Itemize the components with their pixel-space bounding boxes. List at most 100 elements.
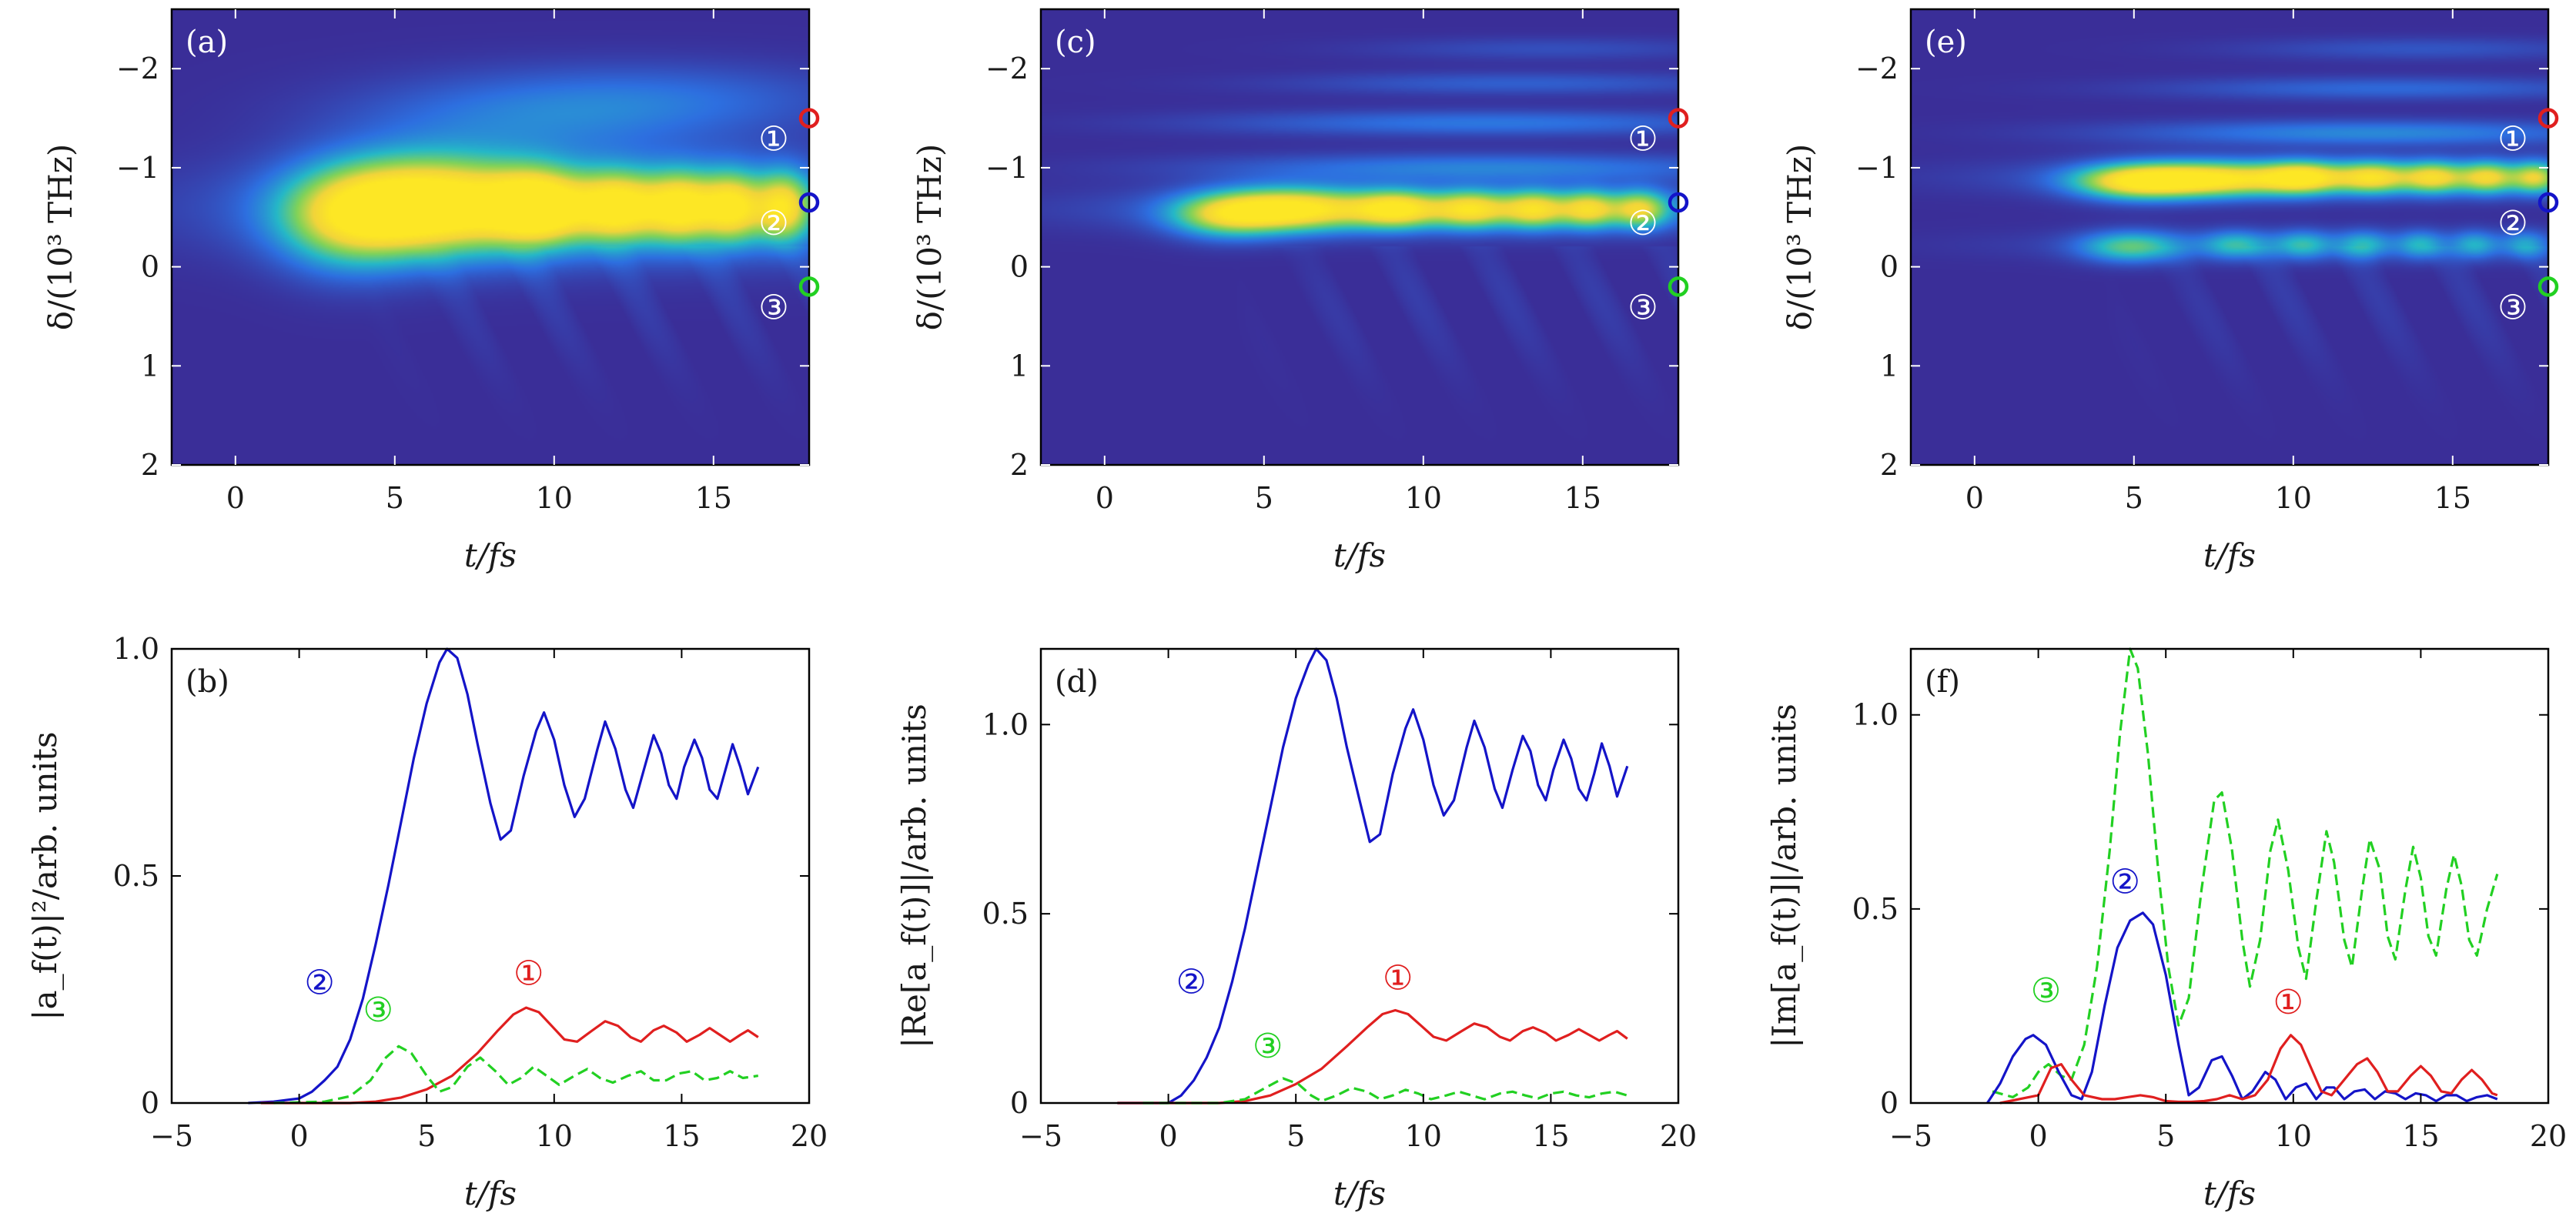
x-tick-label: 5 [2156, 1119, 2175, 1153]
x-tick-label: 0 [1159, 1119, 1178, 1153]
x-tick-label: 0 [226, 481, 245, 515]
x-tick-label: 20 [791, 1119, 828, 1153]
marker-circle [2538, 192, 2559, 213]
x-tick-label: 10 [2275, 481, 2312, 515]
marker-circle [798, 108, 820, 129]
line-panel-f: t/fs |Im[a_f(t)]|/arb. units ③②①−5 0 5 10 15… [1765, 647, 2567, 1212]
series-line [1117, 647, 1629, 1105]
y-tick-label: −1 [985, 151, 1029, 185]
plot-frame [1909, 647, 2550, 1105]
xlabel: t/fs [2203, 1175, 2256, 1212]
marker-label: ② [2497, 204, 2527, 243]
series-line [1986, 911, 2498, 1104]
marker-label: ③ [758, 288, 788, 327]
x-tick-label: 15 [663, 1119, 700, 1153]
y-tick-label: 0 [1010, 250, 1029, 284]
y-tick-label: 0.5 [1852, 892, 1899, 926]
y-tick-label: 0 [1880, 250, 1899, 284]
ylabel: δ/(10³ THz) [1781, 144, 1818, 331]
plot-frame [1039, 8, 1680, 466]
series-line [1999, 1034, 2498, 1105]
x-tick-label: 15 [1532, 1119, 1569, 1153]
series-label: ③ [2031, 971, 2061, 1011]
series-label: ③ [1253, 1027, 1283, 1066]
x-tick-label: 10 [1405, 481, 1442, 515]
heatmap-panel-c: t/fs δ/(10³ THz) 0 5 10 15 −2 −1 0 1 2 ① ② ③ (c) [911, 8, 1689, 574]
x-tick-label: 10 [2275, 1119, 2312, 1153]
y-tick-label: 0 [141, 250, 159, 284]
marker-label: ① [1628, 120, 1658, 159]
plot-frame [1909, 8, 2550, 466]
y-tick-label: 0.5 [982, 897, 1029, 931]
marker-label: ① [758, 120, 788, 159]
series-label: ① [1383, 959, 1413, 998]
heatmap-image [1911, 9, 2548, 465]
marker-label: ③ [1628, 288, 1658, 327]
plot-background [172, 649, 809, 1103]
panel-label: (a) [186, 25, 228, 60]
series-line [248, 647, 760, 1105]
y-tick-label: 2 [141, 448, 159, 482]
x-tick-label: −5 [1889, 1119, 1932, 1153]
panel-label: (d) [1055, 664, 1099, 700]
y-tick-label: 0 [1010, 1086, 1029, 1120]
series-label: ① [514, 954, 544, 994]
series-line [260, 1006, 759, 1105]
series-line [1117, 1008, 1628, 1105]
series-label: ② [1176, 962, 1206, 1001]
y-tick-label: 1.0 [113, 632, 159, 666]
y-tick-label: −1 [116, 151, 159, 185]
ylabel: |Im[a_f(t)]|/arb. units [1765, 704, 1803, 1048]
x-tick-label: 20 [2530, 1119, 2567, 1153]
plot-frame [1039, 647, 1680, 1105]
y-tick-label: 2 [1010, 448, 1029, 482]
marker-circle [2538, 276, 2559, 297]
x-tick-label: 0 [1965, 481, 1984, 515]
x-tick-label: 15 [1564, 481, 1601, 515]
x-tick-label: 15 [2434, 481, 2471, 515]
plot-background [1041, 649, 1678, 1103]
ylabel: δ/(10³ THz) [42, 144, 79, 331]
y-tick-label: 2 [1880, 448, 1899, 482]
y-tick-label: −2 [985, 52, 1029, 85]
x-tick-label: 0 [2029, 1119, 2048, 1153]
series-label: ② [2109, 863, 2139, 902]
x-tick-label: 5 [417, 1119, 436, 1153]
ylabel: δ/(10³ THz) [911, 144, 948, 331]
x-tick-label: 10 [1405, 1119, 1442, 1153]
marker-circle [1668, 108, 1689, 129]
marker-circle [1668, 276, 1689, 297]
series-line [1992, 647, 2499, 1098]
panel-label: (f) [1925, 664, 1960, 700]
panel-label: (b) [186, 664, 229, 700]
ylabel: |a_f(t)|²/arb. units [26, 731, 64, 1020]
y-tick-label: 1 [1880, 349, 1899, 383]
y-tick-label: 1.0 [1852, 698, 1899, 732]
series-label: ③ [363, 991, 393, 1030]
y-tick-label: −1 [1855, 151, 1899, 185]
series-label: ① [2273, 983, 2303, 1022]
x-tick-label: 20 [1660, 1119, 1697, 1153]
series-line [273, 1045, 759, 1105]
y-tick-label: 0 [141, 1086, 159, 1120]
xlabel: t/fs [1333, 536, 1386, 574]
xlabel: t/fs [2203, 536, 2256, 574]
plot-background [1911, 649, 2548, 1103]
y-tick-label: 0.5 [113, 859, 159, 893]
y-tick-label: 1 [141, 349, 159, 383]
panel-label: (e) [1925, 25, 1967, 60]
marker-label: ② [758, 204, 788, 243]
marker-label: ② [1628, 204, 1658, 243]
x-tick-label: −5 [1019, 1119, 1062, 1153]
y-tick-label: 0 [1880, 1086, 1899, 1120]
ylabel: |Re[a_f(t)]|/arb. units [895, 704, 933, 1048]
x-tick-label: −5 [150, 1119, 193, 1153]
marker-label: ① [2497, 120, 2527, 159]
heatmap-image [1041, 9, 1678, 465]
xlabel: t/fs [464, 536, 517, 574]
heatmap-image [172, 9, 809, 465]
x-tick-label: 10 [536, 481, 573, 515]
x-tick-label: 5 [1286, 1119, 1305, 1153]
series-line [1142, 1077, 1628, 1105]
y-tick-label: 1.0 [982, 707, 1029, 741]
